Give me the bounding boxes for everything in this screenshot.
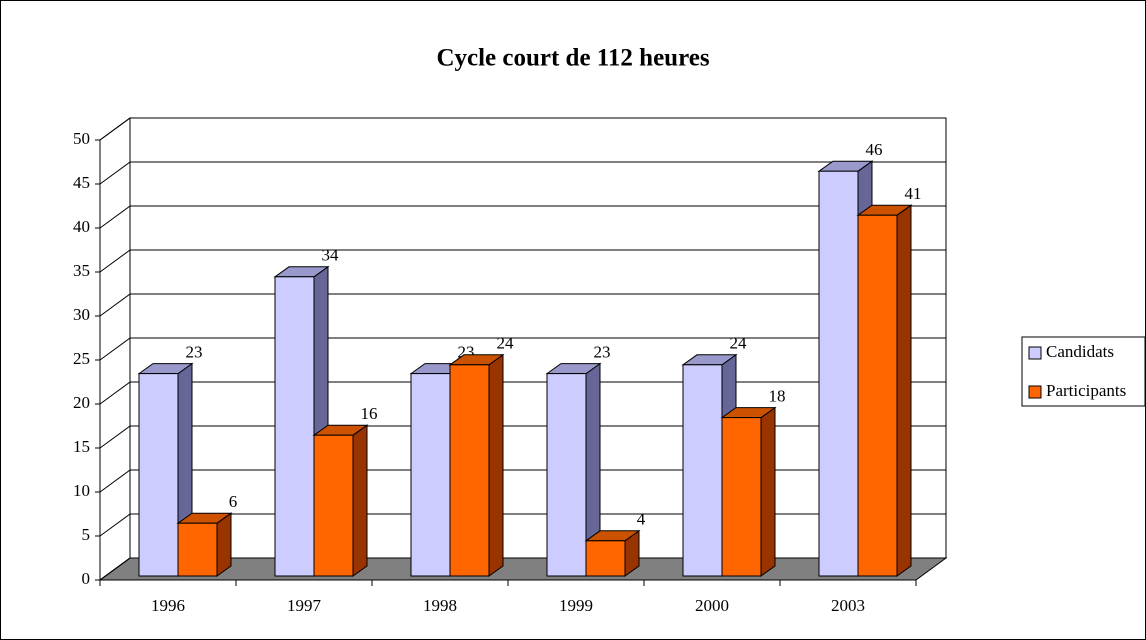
value-label: 24 [497, 334, 515, 353]
legend-swatch [1028, 346, 1042, 360]
x-tick-label: 2003 [831, 596, 865, 615]
bar [312, 424, 369, 577]
bar [176, 512, 233, 577]
bar-side [896, 204, 912, 577]
grid-line [99, 117, 946, 141]
grid-line [99, 337, 946, 361]
value-label: 6 [229, 492, 238, 511]
value-label: 46 [866, 140, 883, 159]
bar-front [313, 434, 354, 577]
grid-line [99, 381, 946, 405]
y-tick-label: 15 [73, 437, 90, 456]
bar [545, 362, 602, 577]
value-label: 18 [769, 387, 786, 406]
x-tick-label: 1998 [423, 596, 457, 615]
y-tick-label: 40 [73, 217, 90, 236]
value-label: 23 [594, 343, 611, 362]
value-label: 34 [322, 246, 340, 265]
value-label: 4 [637, 510, 646, 529]
bar-front [818, 170, 859, 577]
y-tick-label: 30 [73, 305, 90, 324]
bar-side [488, 353, 504, 577]
bar-side [216, 512, 232, 577]
value-label: 23 [186, 343, 203, 362]
bar [720, 406, 777, 577]
grid-line [99, 161, 946, 185]
bar-front [585, 540, 626, 577]
x-tick-label: 1999 [559, 596, 593, 615]
bar [856, 204, 913, 577]
bar-front [546, 373, 587, 577]
bar-front [682, 364, 723, 577]
x-tick-label: 1996 [151, 596, 185, 615]
grid-line [99, 293, 946, 317]
bar-side [760, 406, 776, 577]
bar [137, 362, 194, 577]
bar-side [352, 424, 368, 577]
x-tick-label: 2000 [695, 596, 729, 615]
x-tick-label: 1997 [287, 596, 322, 615]
bar [584, 529, 641, 577]
bar-front [138, 373, 179, 577]
bar-front [177, 522, 218, 577]
value-label: 16 [361, 404, 378, 423]
y-tick-label: 50 [73, 129, 90, 148]
y-tick-label: 20 [73, 393, 90, 412]
grid-line [99, 469, 946, 493]
grid-line [99, 249, 946, 273]
legend-swatch [1028, 385, 1042, 399]
legend-box [1021, 336, 1146, 407]
bar-front [410, 373, 451, 577]
bar-front [449, 364, 490, 577]
bar-front [274, 276, 315, 577]
bar [448, 353, 505, 577]
y-tick-label: 10 [73, 481, 90, 500]
legend-label: Candidats [1046, 342, 1114, 361]
y-tick-label: 35 [73, 261, 90, 280]
y-tick-label: 45 [73, 173, 90, 192]
grid-line [99, 513, 946, 537]
chart-title: Cycle court de 112 heures [436, 45, 709, 72]
value-label: 41 [905, 184, 922, 203]
bar-front [721, 417, 762, 577]
value-label: 24 [730, 334, 748, 353]
grid-line [99, 557, 946, 581]
bar-front [857, 214, 898, 577]
y-tick-label: 0 [82, 569, 91, 588]
y-tick-label: 25 [73, 349, 90, 368]
y-tick-label: 5 [82, 525, 91, 544]
grid-line [99, 205, 946, 229]
bar [273, 265, 330, 577]
legend-label: Participants [1046, 381, 1126, 400]
grid-line [99, 425, 946, 449]
